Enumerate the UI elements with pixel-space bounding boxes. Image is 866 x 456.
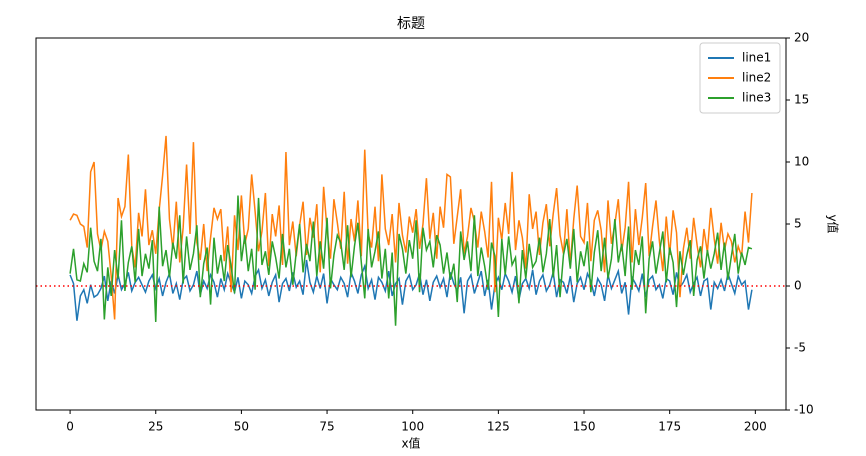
plot-frame	[35, 37, 787, 411]
y-tick-label: 20	[794, 31, 809, 45]
legend-label: line2	[742, 71, 771, 85]
x-tick-label: 50	[234, 420, 249, 434]
x-tick-label: 75	[319, 420, 334, 434]
series-line	[69, 259, 753, 321]
y-tick-label: 10	[794, 155, 809, 169]
y-tick-label: -10	[794, 403, 814, 417]
x-tick-label: 100	[401, 420, 424, 434]
x-axis-label: x值	[401, 436, 420, 451]
legend-label: line1	[742, 51, 771, 65]
chart-title: 标题	[397, 16, 425, 32]
x-tick-label: 175	[658, 420, 681, 434]
y-tick-label: -5	[794, 341, 806, 355]
series-line	[69, 135, 753, 320]
x-tick-label: 200	[744, 420, 767, 434]
y-axis-label: y值	[826, 214, 841, 233]
x-tick-label: 0	[66, 420, 74, 434]
series-line	[69, 195, 753, 326]
x-tick-label: 125	[487, 420, 510, 434]
x-tick-label: 150	[573, 420, 596, 434]
x-tick-label: 25	[148, 420, 163, 434]
y-tick-label: 15	[794, 93, 809, 107]
y-tick-label: 5	[794, 217, 802, 231]
y-tick-label: 0	[794, 279, 802, 293]
legend-box	[699, 42, 781, 114]
legend-label: line3	[742, 91, 771, 105]
